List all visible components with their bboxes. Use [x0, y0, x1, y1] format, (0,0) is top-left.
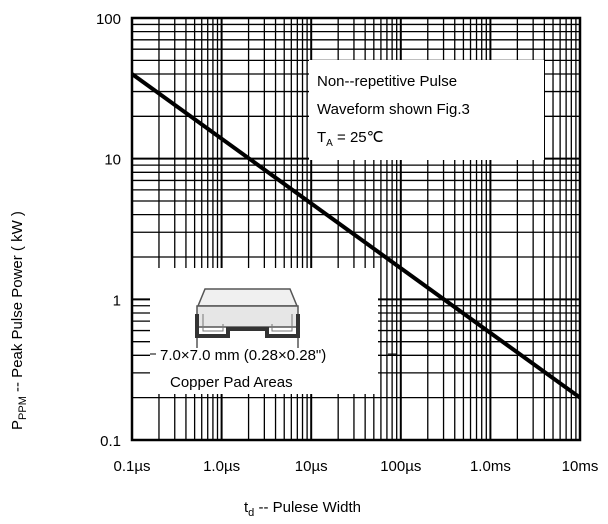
inset-dimension-label: 7.0×7.0 mm (0.28×0.28") [160, 347, 326, 364]
x-tick-label: 10ms [562, 458, 599, 475]
dimension-line [150, 338, 397, 355]
x-tick-label: 1.0µs [203, 458, 240, 475]
x-tick-label: 100µs [380, 458, 421, 475]
series-line [130, 72, 582, 400]
y-tick-label: 0.1 [100, 433, 121, 450]
annotation-background [309, 60, 544, 160]
y-axis-title: PPPM -- Peak Pulse Power ( kW ) [9, 211, 29, 430]
plot-frame [130, 16, 582, 442]
x-tick-label: 0.1µs [114, 458, 151, 475]
annotation-line-1: Non--repetitive Pulse [317, 73, 457, 90]
y-tick-labels: 0.1 1 10 100 [96, 11, 121, 450]
x-axis-title: td -- Pulese Width [244, 499, 361, 519]
annotation: Non--repetitive Pulse Waveform shown Fig… [309, 60, 544, 160]
y-tick-label: 10 [104, 152, 121, 169]
x-tick-labels: 0.1µs 1.0µs 10µs 100µs 1.0ms 10ms [114, 458, 599, 475]
inset-pad-label: Copper Pad Areas [170, 374, 293, 391]
y-tick-label: 1 [113, 292, 121, 309]
package-icon [195, 288, 300, 338]
y-tick-label: 100 [96, 11, 121, 28]
x-tick-label: 1.0ms [470, 458, 511, 475]
x-tick-label: 10µs [295, 458, 328, 475]
annotation-line-3: TA = 25℃ [317, 129, 383, 149]
annotation-line-2: Waveform shown Fig.3 [317, 101, 470, 118]
series-layer [130, 72, 582, 400]
pad-inset: 7.0×7.0 mm (0.28×0.28") Copper Pad Areas [150, 268, 397, 394]
